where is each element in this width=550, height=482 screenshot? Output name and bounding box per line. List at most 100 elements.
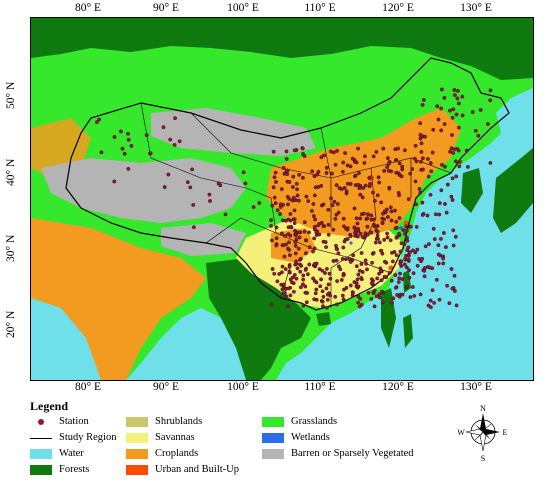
map-canvas xyxy=(31,18,533,380)
station-marker xyxy=(307,245,312,250)
station-marker xyxy=(356,171,361,176)
station-marker xyxy=(400,277,405,281)
station-marker xyxy=(370,260,374,265)
legend-item-forests: Forests xyxy=(30,464,89,475)
station-marker xyxy=(440,162,444,167)
southeast-asia xyxy=(206,258,311,380)
legend-label: Wetlands xyxy=(291,432,330,443)
station-marker xyxy=(331,259,336,263)
station-marker xyxy=(443,202,447,206)
station-marker xyxy=(311,249,315,254)
station-marker xyxy=(390,259,395,264)
station-marker xyxy=(304,194,309,199)
station-marker xyxy=(269,302,274,307)
station-marker xyxy=(410,285,415,289)
station-marker xyxy=(411,248,415,253)
station-marker xyxy=(476,133,481,138)
station-marker xyxy=(353,174,357,179)
station-marker xyxy=(448,108,452,113)
station-marker xyxy=(273,170,278,175)
top-tick: 130° E xyxy=(460,2,492,14)
grasslands-swatch xyxy=(262,416,284,427)
station-marker xyxy=(411,271,416,276)
station-marker xyxy=(418,190,423,195)
station-marker xyxy=(301,282,305,287)
station-marker xyxy=(301,273,306,278)
station-marker xyxy=(295,193,300,198)
station-marker xyxy=(398,271,402,276)
station-marker xyxy=(313,185,318,190)
legend-item-water: Water xyxy=(30,448,84,459)
station-marker xyxy=(306,199,311,204)
station-marker xyxy=(410,167,415,172)
station-marker xyxy=(313,291,318,296)
station-marker xyxy=(279,282,284,287)
station-marker xyxy=(378,269,383,274)
top-tick: 90° E xyxy=(153,2,179,14)
station-marker xyxy=(272,271,277,276)
station-marker xyxy=(377,180,382,185)
station-marker xyxy=(392,208,397,213)
station-marker xyxy=(452,289,457,293)
legend-item-urban: Urban and Built-Up xyxy=(126,464,239,475)
station-marker xyxy=(321,202,326,207)
station-marker xyxy=(391,296,396,301)
station-marker xyxy=(301,152,305,156)
station-marker xyxy=(344,226,348,231)
study-region-outline xyxy=(65,57,510,311)
station-marker xyxy=(379,200,384,205)
station-marker xyxy=(365,267,369,272)
station-marker xyxy=(431,127,436,132)
station-marker xyxy=(415,247,420,252)
station-marker xyxy=(451,228,456,233)
station-marker xyxy=(334,212,339,217)
station-marker xyxy=(300,175,305,180)
station-marker xyxy=(319,220,324,225)
station-marker xyxy=(417,186,422,191)
station-marker xyxy=(426,174,431,179)
station-marker xyxy=(148,151,153,156)
legend-item-study-region: Study Region xyxy=(30,432,116,443)
station-marker xyxy=(385,215,390,219)
station-marker xyxy=(326,222,331,227)
station-marker xyxy=(441,256,445,261)
station-marker xyxy=(385,231,389,236)
station-marker xyxy=(445,182,450,187)
station-marker xyxy=(191,202,196,207)
station-marker xyxy=(437,201,442,206)
station-marker xyxy=(294,181,299,186)
station-marker xyxy=(301,303,306,308)
station-marker xyxy=(362,160,367,165)
station-marker xyxy=(112,135,117,139)
station-marker xyxy=(330,203,335,208)
station-marker xyxy=(430,288,435,293)
station-marker xyxy=(336,210,341,215)
station-marker xyxy=(286,286,291,291)
station-marker xyxy=(363,233,368,238)
station-marker xyxy=(379,278,384,283)
station-marker xyxy=(372,222,376,227)
station-marker xyxy=(389,218,394,223)
station-marker xyxy=(284,156,289,161)
station-marker xyxy=(166,172,171,177)
station-marker xyxy=(243,181,248,186)
station-marker xyxy=(420,103,425,107)
legend-label: Station xyxy=(59,416,89,427)
station-marker xyxy=(274,243,279,248)
station-marker xyxy=(452,88,457,92)
legend-label: Croplands xyxy=(155,448,199,459)
station-marker xyxy=(397,193,401,198)
station-marker xyxy=(327,271,332,276)
station-marker xyxy=(428,192,433,197)
station-marker xyxy=(335,247,340,252)
station-marker xyxy=(161,125,166,130)
station-marker xyxy=(320,268,325,273)
station-marker xyxy=(341,160,346,165)
station-marker xyxy=(324,245,328,250)
station-marker xyxy=(298,230,303,235)
station-marker xyxy=(414,224,419,229)
station-marker xyxy=(311,202,316,206)
station-marker xyxy=(423,244,428,249)
station-marker xyxy=(377,240,382,245)
india xyxy=(31,218,206,380)
